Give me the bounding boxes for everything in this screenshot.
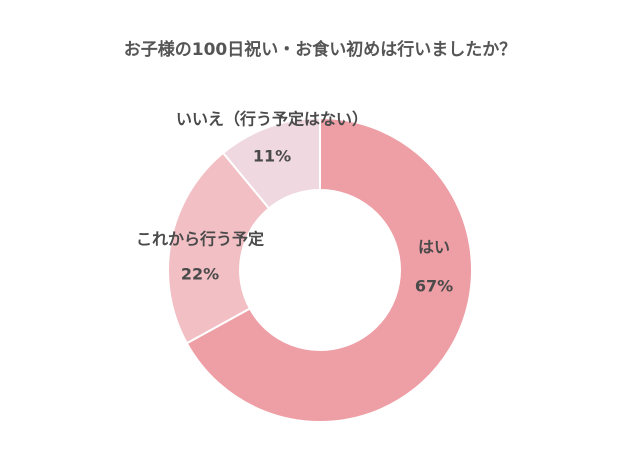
- donut-slice: [221, 116, 321, 210]
- category-label: はい: [418, 238, 450, 257]
- donut-slice: [185, 116, 473, 423]
- value-label: 11%: [253, 147, 291, 166]
- chart-title: お子様の100日祝い・お食い初めは行いましたか？: [124, 39, 517, 60]
- value-label: 22%: [181, 265, 219, 284]
- value-label: 67%: [415, 277, 453, 296]
- category-label: これから行う予定: [136, 230, 264, 249]
- category-label: いいえ（行う予定はない）: [176, 110, 368, 129]
- donut-slice: [167, 151, 271, 345]
